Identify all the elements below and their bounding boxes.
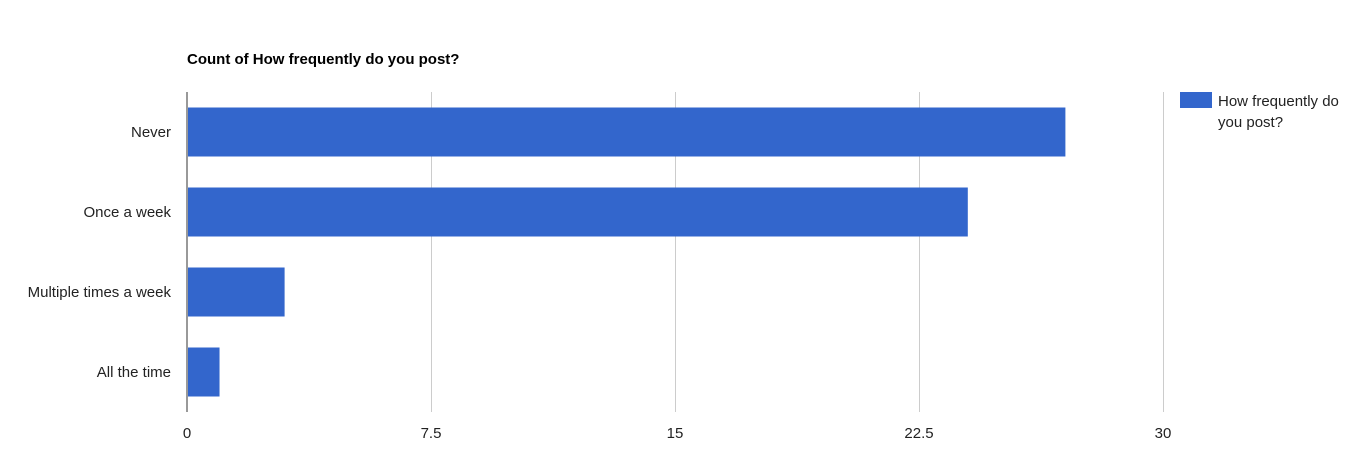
bar[interactable] (188, 107, 1066, 157)
bar[interactable] (188, 347, 220, 397)
bar[interactable] (188, 267, 285, 317)
x-tick-label: 7.5 (421, 425, 442, 442)
x-tick-label: 22.5 (904, 425, 933, 442)
bars (188, 107, 1066, 397)
category-label: All the time (97, 364, 171, 381)
category-label: Never (131, 124, 171, 141)
legend-label-line-2: you post? (1218, 114, 1283, 131)
legend: How frequently do you post? (1180, 92, 1339, 131)
tick-labels: 0 7.5 15 22.5 30 (183, 425, 1172, 442)
x-tick-label: 30 (1155, 425, 1172, 442)
x-tick-label: 15 (667, 425, 684, 442)
bar[interactable] (188, 187, 968, 237)
legend-swatch (1180, 92, 1212, 108)
legend-label-line-1: How frequently do (1218, 93, 1339, 110)
category-labels: Never Once a week Multiple times a week All… (28, 124, 172, 381)
chart-title: Count of How frequently do you post? (187, 51, 459, 68)
category-label: Multiple times a week (28, 284, 172, 301)
category-label: Once a week (83, 204, 171, 221)
x-tick-label: 0 (183, 425, 191, 442)
